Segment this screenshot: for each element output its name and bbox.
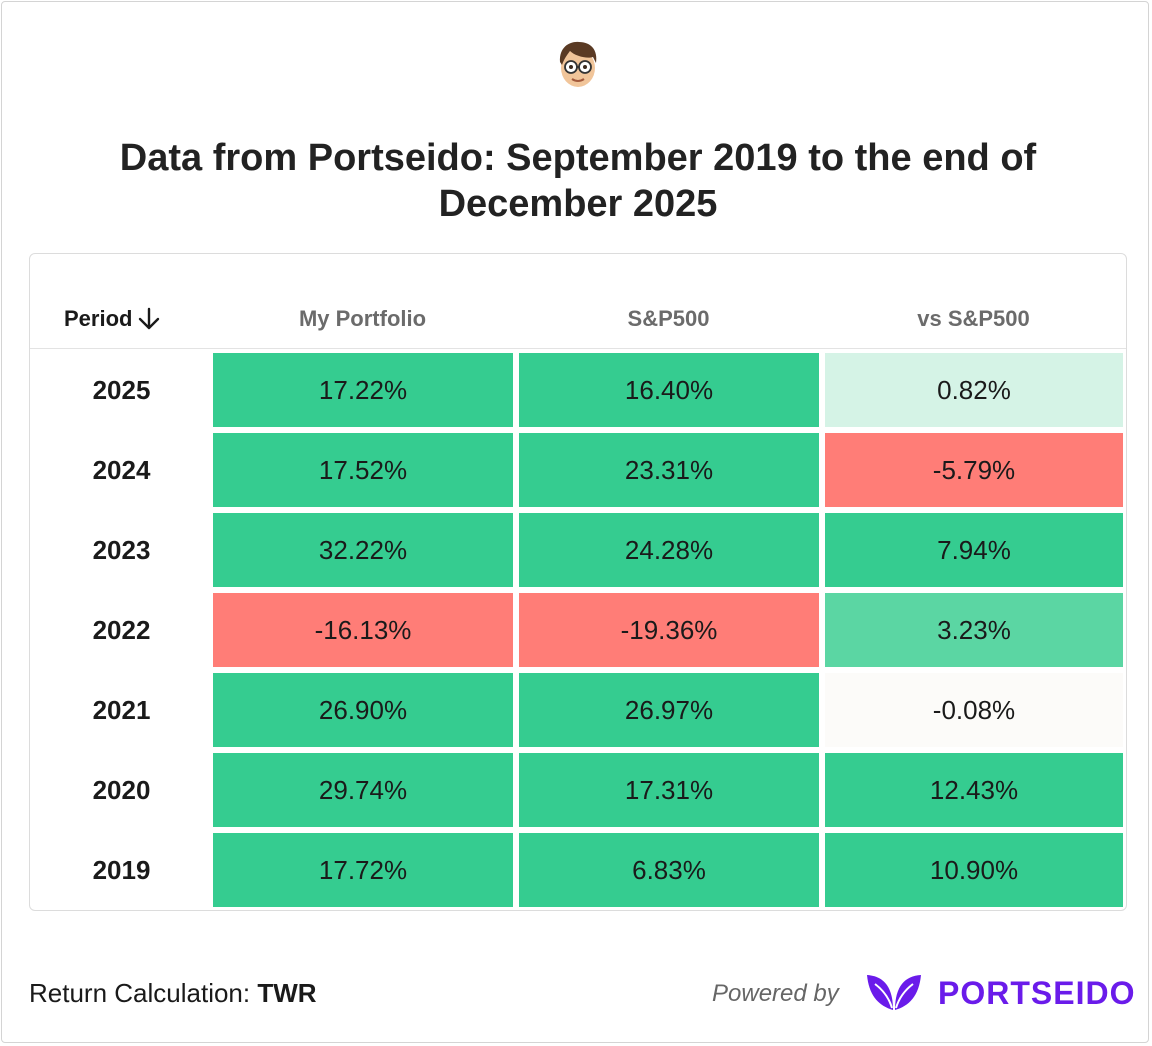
sp500-cell: 6.83%: [519, 833, 819, 907]
portfolio-cell: 17.72%: [213, 833, 513, 907]
table-row: 2020 29.74% 17.31% 12.43%: [30, 753, 1126, 833]
table-row: 2025 17.22% 16.40% 0.82%: [30, 353, 1126, 433]
table-row: 2023 32.22% 24.28% 7.94%: [30, 513, 1126, 593]
portfolio-cell: 32.22%: [213, 513, 513, 587]
returns-table: Period My Portfolio S&P500 vs S&P500 202…: [29, 253, 1127, 911]
table-row: 2024 17.52% 23.31% -5.79%: [30, 433, 1126, 513]
portfolio-column-header[interactable]: My Portfolio: [298, 306, 427, 331]
vs-sp500-cell: -5.79%: [825, 433, 1123, 507]
vs-sp500-cell: 12.43%: [825, 753, 1123, 827]
return-calculation: Return Calculation: TWR: [29, 978, 317, 1009]
table-row: 2021 26.90% 26.97% -0.08%: [30, 673, 1126, 753]
period-cell: 2025: [92, 375, 151, 405]
sp500-cell: -19.36%: [519, 593, 819, 667]
arrow-down-icon[interactable]: [136, 306, 162, 332]
powered-by-label: Powered by: [712, 980, 839, 1007]
sp500-cell: 26.97%: [519, 673, 819, 747]
sp500-cell: 16.40%: [519, 353, 819, 427]
page-title: Data from Portseido: September 2019 to t…: [119, 137, 1037, 225]
portfolio-cell: 17.52%: [213, 433, 513, 507]
sp500-cell: 17.31%: [519, 753, 819, 827]
sp500-column-header[interactable]: S&P500: [627, 306, 710, 331]
sp500-cell: 23.31%: [519, 433, 819, 507]
table-row: 2022 -16.13% -19.36% 3.23%: [30, 593, 1126, 673]
period-cell: 2023: [92, 535, 151, 565]
vs-sp500-cell: 7.94%: [825, 513, 1123, 587]
brand-name[interactable]: PORTSEIDO: [938, 975, 1136, 1011]
period-cell: 2024: [92, 455, 151, 485]
leaf-logo-icon[interactable]: [863, 972, 925, 1016]
period-header-label: Period: [64, 306, 133, 331]
vs-sp500-column-header[interactable]: vs S&P500: [917, 306, 1030, 331]
portfolio-cell: 17.22%: [213, 353, 513, 427]
vs-sp500-cell: 3.23%: [825, 593, 1123, 667]
period-cell: 2021: [92, 695, 151, 725]
return-calculation-value: TWR: [257, 978, 317, 1008]
portfolio-cell: -16.13%: [213, 593, 513, 667]
vs-sp500-cell: 10.90%: [825, 833, 1123, 907]
vs-sp500-cell: 0.82%: [825, 353, 1123, 427]
return-calculation-label: Return Calculation:: [29, 978, 251, 1008]
period-cell: 2020: [92, 775, 151, 805]
portfolio-cell: 29.74%: [213, 753, 513, 827]
period-column-header[interactable]: Period: [64, 306, 184, 332]
vs-sp500-cell: -0.08%: [825, 673, 1123, 747]
table-row: 2019 17.72% 6.83% 10.90%: [30, 833, 1126, 910]
portfolio-cell: 26.90%: [213, 673, 513, 747]
avatar: [553, 38, 603, 90]
period-cell: 2022: [92, 615, 151, 645]
period-cell: 2019: [92, 855, 151, 885]
table-header: Period My Portfolio S&P500 vs S&P500: [30, 254, 1126, 349]
sp500-cell: 24.28%: [519, 513, 819, 587]
